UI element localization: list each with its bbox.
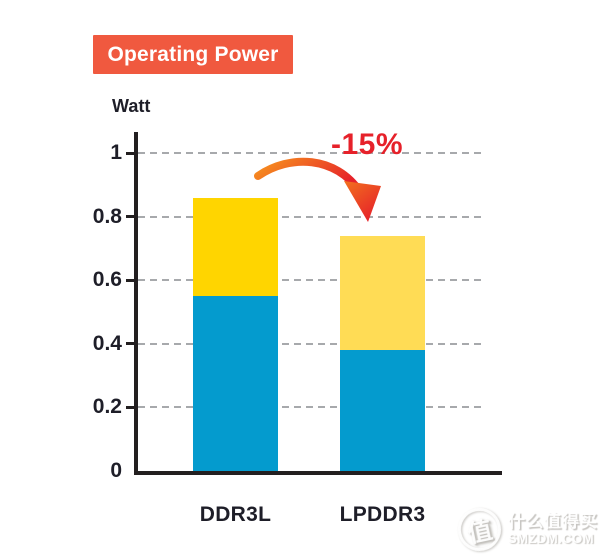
percent-change-annotation: -15% [331, 128, 404, 161]
watermark-site-url: SMZDM.COM [508, 530, 595, 546]
gridline [138, 152, 485, 154]
plot-area: 0 0.2 0.4 0.6 0.8 1 DDR3L LPDDR3 [93, 132, 502, 526]
bar-segment-upper [193, 197, 278, 297]
category-label-lpddr3: LPDDR3 [339, 503, 426, 526]
y-axis-tick-label: 0.8 [92, 204, 122, 228]
bar-lpddr3 [340, 235, 425, 471]
y-axis-tick [126, 405, 134, 409]
bar-ddr3l [193, 197, 278, 471]
watermark-logo-icon: 值 [453, 503, 506, 556]
watermark-logo-char: 值 [465, 516, 495, 549]
category-label-ddr3l: DDR3L [199, 503, 272, 526]
y-axis-tick [126, 151, 134, 155]
gridline [138, 215, 485, 218]
chart-title-badge: Operating Power [93, 35, 293, 74]
gridline [138, 342, 485, 345]
y-axis-tick-label: 1 [110, 141, 122, 164]
y-axis-tick-label: 0 [110, 459, 122, 482]
watermark-site-name: 什么值得买 [508, 512, 598, 532]
watermark-text: 什么值得买 SMZDM.COM [508, 512, 598, 546]
gridline [138, 406, 485, 409]
y-axis-tick [126, 278, 134, 282]
y-axis-tick-label: 0.2 [92, 395, 122, 419]
watermark: 值 什么值得买 SMZDM.COM [453, 503, 598, 556]
bar-segment-lower [193, 296, 278, 471]
decrease-arrow-icon [254, 157, 381, 222]
y-axis-unit-label: Watt [112, 96, 151, 116]
y-axis-tick-label: 0.4 [92, 331, 122, 355]
y-axis-tick-label: 0.6 [92, 268, 122, 292]
bar-segment-upper [340, 235, 425, 351]
gridline [138, 279, 485, 282]
y-axis-tick [126, 215, 134, 219]
y-axis-tick [126, 342, 134, 346]
bar-segment-lower [340, 350, 425, 471]
chart-title: Operating Power [107, 42, 279, 66]
